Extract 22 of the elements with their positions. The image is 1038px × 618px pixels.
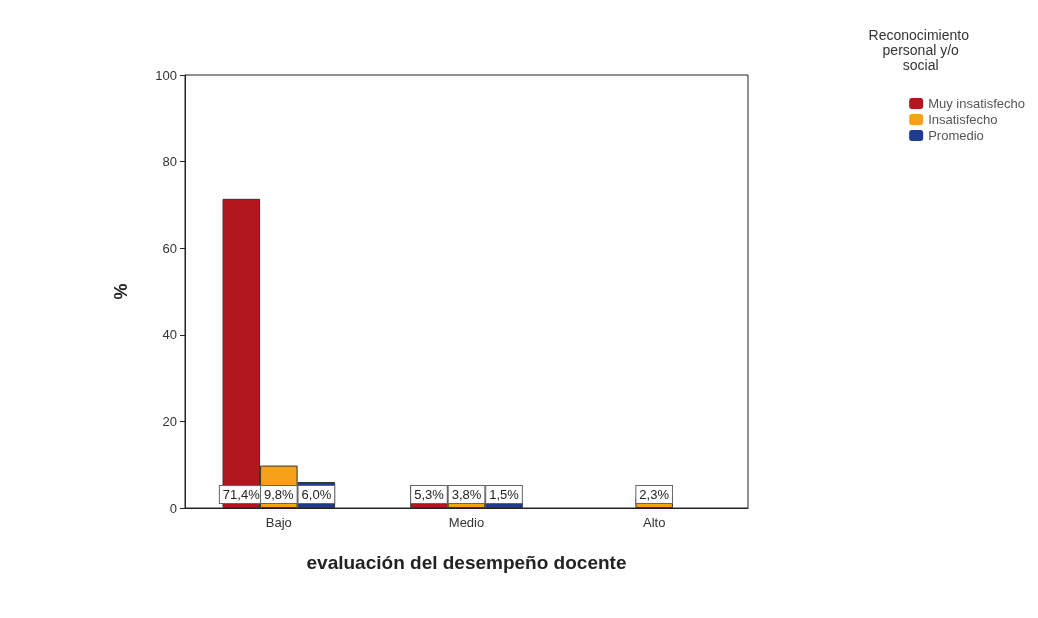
legend-label: Promedio <box>928 128 984 143</box>
legend-label: Insatisfecho <box>928 112 998 127</box>
x-tick-label: Bajo <box>265 515 292 530</box>
data-label: 9,8% <box>264 487 295 502</box>
legend-title: Reconocimiento personal y/o social <box>868 26 973 73</box>
y-tick-label: 20 <box>162 413 177 429</box>
y-tick-label: 80 <box>162 154 177 170</box>
data-label: 1,5% <box>489 487 520 502</box>
data-label: 6,0% <box>301 487 332 502</box>
x-axis-title: evaluación del desempeño docente <box>306 552 627 573</box>
y-axis-title: % <box>111 283 131 300</box>
y-tick-label: 60 <box>162 240 177 256</box>
data-label: 2,3% <box>639 487 670 502</box>
x-tick-label: Alto <box>642 515 666 530</box>
legend-label: Muy insatisfecho <box>928 96 1026 111</box>
y-tick-label: 0 <box>169 500 177 516</box>
x-tick-label: Medio <box>448 515 485 530</box>
data-label: 5,3% <box>414 487 445 502</box>
data-label: 3,8% <box>451 487 482 502</box>
y-tick-label: 100 <box>155 67 177 83</box>
data-label: 71,4% <box>222 487 261 502</box>
y-tick-label: 40 <box>162 327 177 343</box>
